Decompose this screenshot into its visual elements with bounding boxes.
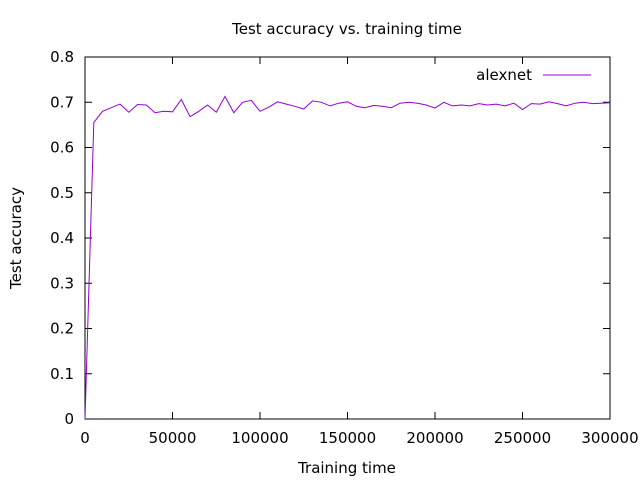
x-tick-label: 100000 xyxy=(231,429,288,447)
x-tick-label: 250000 xyxy=(494,429,551,447)
y-tick-label: 0.8 xyxy=(50,48,74,66)
y-tick-label: 0.6 xyxy=(50,139,74,157)
x-tick-label: 150000 xyxy=(319,429,376,447)
x-tick-label: 200000 xyxy=(406,429,463,447)
legend: alexnet xyxy=(476,66,591,84)
y-tick-label: 0.1 xyxy=(50,365,74,383)
series-layer xyxy=(84,95,611,420)
y-tick-label: 0.7 xyxy=(50,93,74,111)
legend-label: alexnet xyxy=(476,66,532,84)
y-tick-label: 0.2 xyxy=(50,320,74,338)
y-tick-label: 0.5 xyxy=(50,184,74,202)
y-tick-label: 0.3 xyxy=(50,274,74,292)
x-tick-label: 300000 xyxy=(581,429,638,447)
axis-ticks: 0 50000 100000 150000 200000 250000 300000 0 0.1… xyxy=(50,48,638,447)
y-tick-label: 0.4 xyxy=(50,229,74,247)
y-axis-label: Test accuracy xyxy=(7,187,25,290)
x-tick-label: 50000 xyxy=(149,429,197,447)
y-tick-label: 0 xyxy=(64,410,74,428)
chart-title: Test accuracy vs. training time xyxy=(231,20,462,38)
series-line-alexnet xyxy=(84,95,611,420)
x-axis-label: Training time xyxy=(297,459,396,477)
x-tick-label: 0 xyxy=(80,429,90,447)
